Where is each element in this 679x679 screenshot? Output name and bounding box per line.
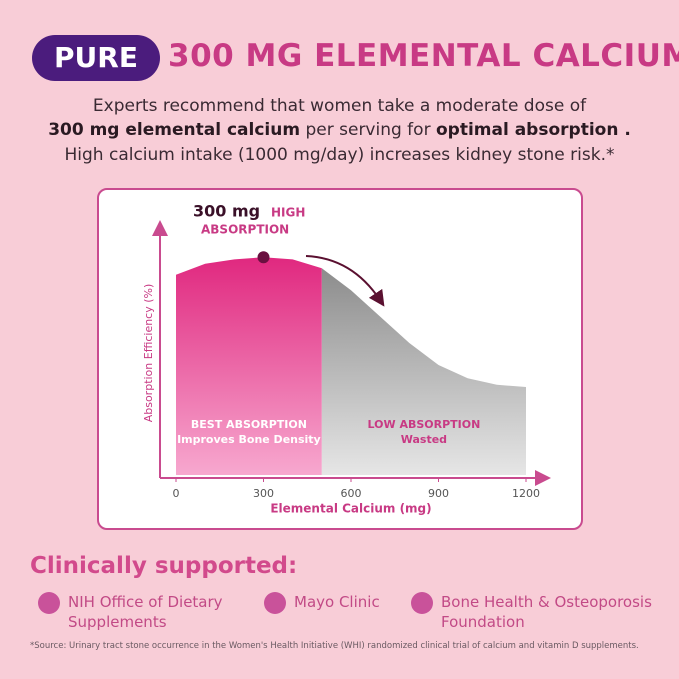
x-tick-label: 300: [253, 487, 274, 500]
badge: PURE: [32, 35, 160, 81]
check-icon: [38, 592, 60, 614]
region-label: LOW ABSORPTION: [368, 418, 481, 431]
source-text: NIH Office of Dietary Supplements: [68, 593, 223, 631]
marker-point: [257, 251, 270, 264]
arrow: [305, 255, 385, 307]
intro-line: Experts recommend that women take a mode…: [92, 96, 587, 116]
source-text: Bone Health & Osteoporosis Foundation: [441, 593, 652, 631]
marker-highlight: HIGH: [271, 206, 305, 220]
intro-line: High calcium intake (1000 mg/day) increa…: [64, 145, 615, 165]
intro-segment: 300 mg elemental calcium: [48, 120, 301, 140]
check-icon: [411, 592, 433, 614]
intro-line: 300 mg elemental calcium per serving for…: [0, 120, 679, 140]
section-title: Clinically supported:: [30, 553, 298, 579]
marker-label: 300 mg: [193, 202, 260, 221]
x-axis-label: Elemental Calcium (mg): [270, 502, 431, 516]
source-item: Mayo Clinic: [264, 592, 404, 614]
x-tick-label: 0: [173, 487, 180, 500]
area-region: [321, 268, 526, 475]
region-label: BEST ABSORPTION: [191, 418, 307, 431]
area-region: [176, 257, 322, 475]
marker-sublabel: ABSORPTION: [201, 223, 289, 237]
headline: 300 MG ELEMENTAL CALCIUM: [168, 38, 679, 74]
x-tick-label: 600: [341, 487, 362, 500]
x-tick-label: 1200: [512, 487, 540, 500]
source-item: Bone Health & Osteoporosis Foundation: [411, 592, 656, 632]
source-text: Mayo Clinic: [294, 593, 380, 611]
chart: BEST ABSORPTION Improves Bone Density LOW …: [142, 202, 551, 516]
x-tick-label: 900: [428, 487, 449, 500]
region-sublabel: Improves Bone Density: [177, 433, 321, 446]
region-sublabel: Wasted: [401, 433, 447, 446]
intro-segment: optimal absorption .: [435, 120, 631, 140]
footnote: *Source: Urinary tract stone occurrence …: [30, 641, 639, 651]
source-item: NIH Office of Dietary Supplements: [38, 592, 248, 632]
y-axis-label: Absorption Efficiency (%): [142, 284, 155, 423]
check-icon: [264, 592, 286, 614]
intro-segment: per serving for: [300, 120, 436, 140]
